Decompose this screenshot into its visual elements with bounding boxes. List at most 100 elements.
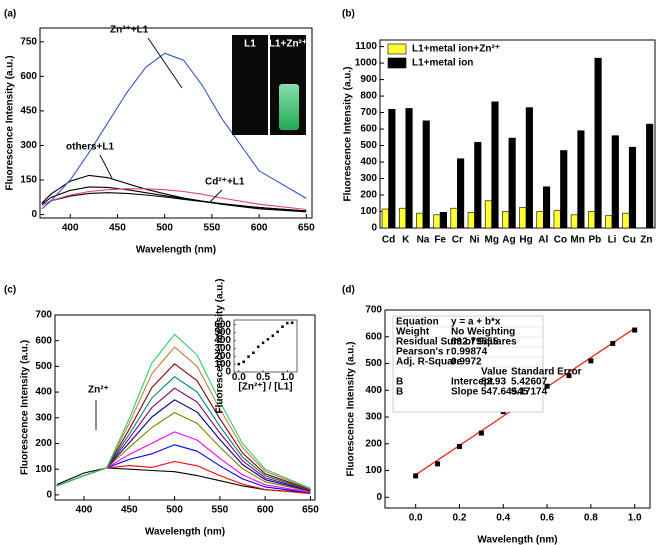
- data-point: [271, 334, 275, 338]
- y-tick-label: 400: [214, 335, 231, 346]
- series-line: [56, 333, 311, 489]
- y-tick-label: 200: [360, 190, 377, 201]
- data-point: [252, 351, 255, 354]
- data-point: [413, 473, 419, 479]
- data-point: [544, 383, 550, 389]
- bar: [525, 107, 533, 229]
- x-tick-label: Mn: [570, 235, 584, 246]
- y-tick-label: 150: [20, 175, 37, 186]
- y-tick-label: 100: [365, 465, 382, 476]
- table-value: 0.9972: [451, 357, 482, 368]
- bar: [622, 212, 630, 229]
- table-value: No Weighting: [451, 327, 515, 338]
- y-tick-label: 0: [31, 209, 37, 220]
- x-tick-label: 650: [302, 505, 319, 516]
- bar: [577, 130, 585, 229]
- x-tick-label: 0.2: [453, 513, 467, 524]
- y-tick-label: 800: [360, 91, 377, 102]
- bar: [594, 57, 602, 229]
- bar: [570, 214, 578, 229]
- bar: [605, 215, 613, 229]
- bar: [439, 212, 447, 229]
- x-tick-label: 450: [121, 505, 138, 516]
- bar: [450, 207, 458, 229]
- annotation: Cd²⁺+L1: [205, 177, 245, 188]
- x-tick-label: Al: [538, 235, 548, 246]
- x-tick-label: 400: [76, 505, 93, 516]
- x-tick-label: 500: [166, 505, 183, 516]
- y-tick-label: 400: [35, 387, 52, 398]
- legend-swatch: [387, 57, 407, 69]
- series-line: [56, 399, 311, 492]
- bar: [457, 158, 465, 229]
- x-tick-label: 1.0: [280, 372, 294, 383]
- y-tick-label: 0: [46, 490, 52, 501]
- y-tick-label: 600: [35, 335, 52, 346]
- x-axis-label: Wavelength (nm): [145, 527, 225, 538]
- table-header: Standard Error: [511, 367, 582, 378]
- annotation: Zn²⁺: [88, 385, 109, 396]
- y-tick-label: 400: [365, 385, 382, 396]
- plot-frame: [233, 319, 298, 373]
- table-cell: Intercept: [451, 377, 494, 388]
- table-cell: Slope: [451, 387, 479, 398]
- y-tick-label: 0: [225, 367, 231, 378]
- legend-label: L1+metal ion+Zn²⁺: [412, 44, 500, 55]
- y-axis-label: Fluorescence Intensity (a.u.): [215, 278, 226, 413]
- data-point: [247, 355, 250, 358]
- x-axis-label: [Zn²⁺] / [L1]: [238, 382, 292, 393]
- y-tick-label: 300: [20, 140, 37, 151]
- y-tick-label: 100: [35, 464, 52, 475]
- x-tick-label: Cr: [452, 235, 463, 246]
- table-key: Equation: [396, 317, 439, 328]
- table-value: 0.99874: [451, 347, 488, 358]
- table-cell: 547.64545: [481, 387, 529, 398]
- annotation-arrow: [99, 154, 113, 179]
- y-tick-label: 0: [371, 223, 377, 234]
- plot-frame: [384, 309, 651, 509]
- bar: [542, 186, 551, 229]
- series-line: [56, 467, 311, 494]
- y-tick-label: 500: [360, 140, 377, 151]
- x-tick-label: 0.4: [496, 513, 510, 524]
- data-point: [281, 325, 284, 328]
- bar: [416, 212, 424, 229]
- y-tick-label: 600: [20, 71, 37, 82]
- x-tick-label: 0.8: [584, 513, 598, 524]
- y-tick-label: 300: [214, 343, 231, 354]
- x-tick-label: Li: [608, 235, 617, 246]
- y-tick-label: 100: [360, 206, 377, 217]
- x-tick-label: Fe: [434, 235, 446, 246]
- x-tick-label: Hg: [519, 235, 532, 246]
- data-point: [266, 338, 270, 341]
- x-axis-label: Wavelength (nm): [477, 535, 557, 545]
- table-key: Residual Sum of Squares: [396, 337, 517, 348]
- plot-frame: [379, 39, 656, 229]
- bar: [474, 141, 482, 229]
- inset-photo: [232, 35, 268, 135]
- bar: [611, 135, 619, 229]
- annotation-arrow: [209, 189, 223, 203]
- bar: [560, 150, 568, 229]
- bar: [588, 211, 596, 229]
- bar: [646, 123, 654, 229]
- y-tick-label: 700: [360, 107, 377, 118]
- x-tick-label: 0.0: [409, 513, 423, 524]
- x-tick-label: Ni: [470, 235, 480, 246]
- x-tick-label: 1.0: [628, 513, 642, 524]
- panel-label: (b): [342, 9, 355, 20]
- table-key: Adj. R-Square: [396, 357, 463, 368]
- y-tick-label: 600: [360, 124, 377, 135]
- legend-swatch: [387, 43, 407, 55]
- y-tick-label: 450: [20, 106, 37, 117]
- data-point: [478, 430, 484, 436]
- x-tick-label: 600: [251, 223, 268, 234]
- y-axis-label: Fluorescence Intensity (a.u.): [5, 55, 16, 190]
- y-tick-label: 500: [365, 358, 382, 369]
- data-point: [610, 340, 616, 346]
- y-tick-label: 400: [360, 157, 377, 168]
- bar: [422, 120, 430, 229]
- table-cell: 5.42607: [511, 377, 548, 388]
- y-tick-label: 750: [20, 36, 37, 47]
- table-header: Value: [481, 367, 508, 378]
